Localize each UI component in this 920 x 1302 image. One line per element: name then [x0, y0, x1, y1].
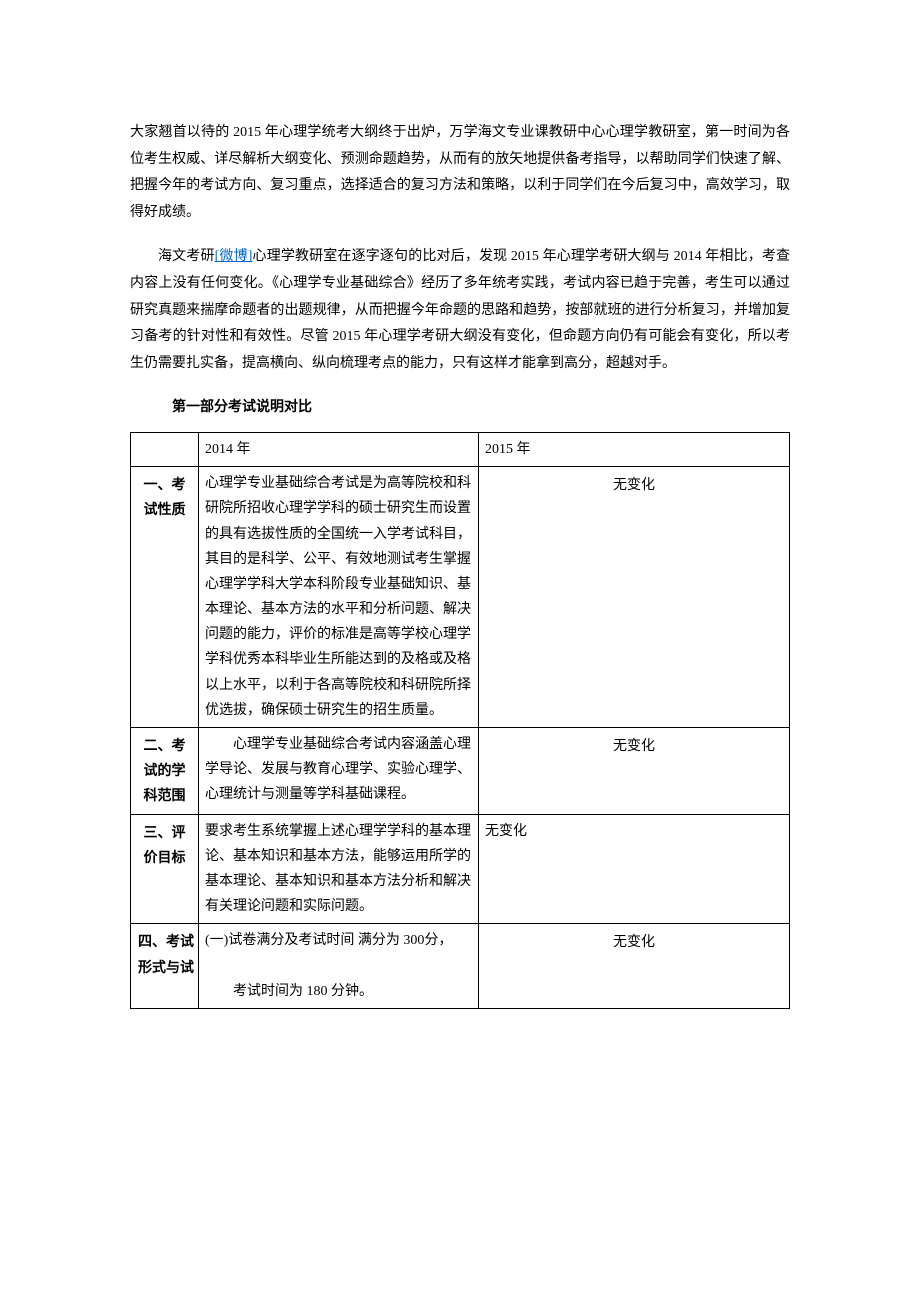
row2-2015: 无变化 [479, 728, 790, 815]
row4-2014-line1: (一)试卷满分及考试时间 满分为 300分， [205, 933, 452, 948]
table-header-row: 2014 年 2015 年 [131, 432, 790, 466]
p2-text-b: 心理学教研室在逐字逐句的比对后，发现 2015 年心理学考研大纲与 2014 年… [130, 249, 790, 370]
row4-2015: 无变化 [479, 924, 790, 1009]
row-label-4: 四、考试形式与试 [131, 924, 199, 1009]
intro-paragraph-1: 大家翘首以待的 2015 年心理学统考大纲终于出炉，万学海文专业课教研中心心理学… [130, 120, 790, 226]
weibo-link[interactable]: [微博] [215, 249, 253, 264]
table-row: 一、考试性质 心理学专业基础综合考试是为高等院校和科研院所招收心理学学科的硕士研… [131, 467, 790, 728]
comparison-table: 2014 年 2015 年 一、考试性质 心理学专业基础综合考试是为高等院校和科… [130, 432, 790, 1009]
row2-2014: 心理学专业基础综合考试内容涵盖心理学导论、发展与教育心理学、实验心理学、心理统计… [199, 728, 479, 815]
table-row: 三、评价目标 要求考生系统掌握上述心理学学科的基本理论、基本知识和基本方法，能够… [131, 814, 790, 924]
row4-2014-line2: 考试时间为 180 分钟。 [205, 984, 373, 999]
header-2014: 2014 年 [199, 432, 479, 466]
row3-2014: 要求考生系统掌握上述心理学学科的基本理论、基本知识和基本方法，能够运用所学的基本… [199, 814, 479, 924]
row-label-1: 一、考试性质 [131, 467, 199, 728]
section-title: 第一部分考试说明对比 [172, 395, 790, 422]
row1-2014: 心理学专业基础综合考试是为高等院校和科研院所招收心理学学科的硕士研究生而设置的具… [199, 467, 479, 728]
row-label-3: 三、评价目标 [131, 814, 199, 924]
row-label-2: 二、考试的学科范围 [131, 728, 199, 815]
table-row: 四、考试形式与试 (一)试卷满分及考试时间 满分为 300分， 考试时间为 18… [131, 924, 790, 1009]
p2-text-a: 海文考研 [158, 249, 215, 264]
row1-2015: 无变化 [479, 467, 790, 728]
header-2015: 2015 年 [479, 432, 790, 466]
table-row: 二、考试的学科范围 心理学专业基础综合考试内容涵盖心理学导论、发展与教育心理学、… [131, 728, 790, 815]
row4-2014: (一)试卷满分及考试时间 满分为 300分， 考试时间为 180 分钟。 [199, 924, 479, 1009]
header-blank [131, 432, 199, 466]
intro-paragraph-2: 海文考研[微博]心理学教研室在逐字逐句的比对后，发现 2015 年心理学考研大纲… [130, 244, 790, 377]
row3-2015: 无变化 [479, 814, 790, 924]
